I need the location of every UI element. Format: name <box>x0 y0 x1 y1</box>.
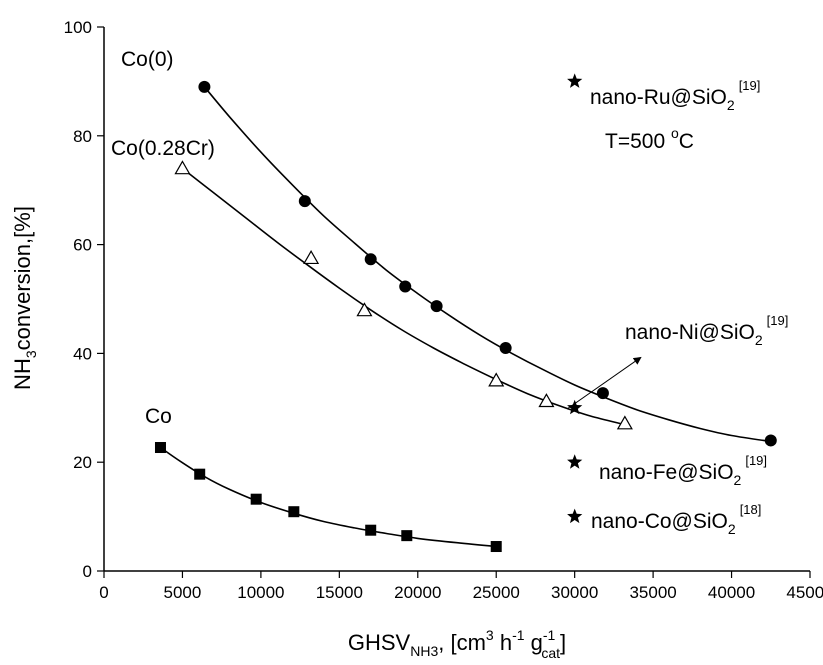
data-point-co-0-28cr <box>303 249 320 265</box>
data-point-nano-fe-sio2 <box>567 454 583 469</box>
x-tick-label: 10000 <box>237 583 284 602</box>
y-tick-label: 40 <box>73 344 92 363</box>
x-tick-label: 35000 <box>629 583 676 602</box>
data-point-co-0 <box>399 280 412 293</box>
x-axis-title-sup-b: -1 <box>512 627 525 643</box>
data-point-co-0-28cr <box>616 415 633 430</box>
ref-label-co-ref: [18] <box>740 502 762 517</box>
x-tick-label: 15000 <box>316 583 363 602</box>
data-point-co-0-28cr <box>488 372 505 387</box>
plot-marks <box>154 73 777 553</box>
data-point-co-0 <box>430 300 443 313</box>
ref-label-ru-ref: [19] <box>739 78 761 93</box>
ref-label-ru-main: nano-Ru@SiO <box>590 86 727 109</box>
x-axis-title-sup-c: -1 <box>543 627 556 643</box>
data-point-nano-ru-sio2 <box>567 73 583 88</box>
x-tick-label: 25000 <box>473 583 520 602</box>
y-tick-label: 100 <box>64 18 92 37</box>
series-label-co0: Co(0) <box>121 48 174 71</box>
temperature-annotation-value: T=500 <box>605 130 671 153</box>
x-axis-title-unit-b: h <box>494 630 512 655</box>
x-tick-label: 20000 <box>394 583 441 602</box>
ref-label-fe: nano-Fe@SiO2[19] <box>599 453 767 488</box>
x-axis-title-sub: NH3 <box>410 643 438 659</box>
data-point-co-0 <box>764 434 777 447</box>
ref-label-ni-sub: 2 <box>755 332 763 348</box>
data-point-co-0 <box>499 341 512 354</box>
ref-label-ni-main: nano-Ni@SiO <box>625 321 755 344</box>
ref-label-ni-ref: [19] <box>767 313 789 328</box>
y-axis-title-rest: conversion,[%] <box>10 206 35 350</box>
data-point-co-0 <box>596 387 609 400</box>
y-axis-title-sub: 3 <box>23 350 39 358</box>
x-axis-title-main: GHSV <box>348 630 411 655</box>
x-tick-label: 0 <box>99 583 108 602</box>
data-point-co-0-28cr <box>538 393 555 408</box>
y-tick-label: 20 <box>73 453 92 472</box>
ref-label-fe-ref: [19] <box>745 453 767 468</box>
ref-label-ru: nano-Ru@SiO2 [19] <box>590 78 760 113</box>
fit-line-co-0-28cr <box>181 167 626 426</box>
x-axis-title-sub-c: cat <box>541 645 560 661</box>
ref-label-fe-sub: 2 <box>734 472 742 488</box>
x-axis-title-unit-c: g <box>525 630 543 655</box>
ni-pointer-arrow <box>566 356 642 410</box>
data-point-nano-ni-sio2 <box>567 399 583 415</box>
temperature-annotation-unit: C <box>679 130 694 153</box>
data-point-co <box>194 468 206 480</box>
temperature-annotation: T=500 oC <box>605 125 694 153</box>
fit-line-co-0 <box>203 86 771 443</box>
ref-label-co-sub: 2 <box>728 521 736 537</box>
ref-label-ni: nano-Ni@SiO2 [19] <box>625 313 788 348</box>
x-axis-title: GHSVNH3, [cm3 h-1 g-1 cat] <box>348 627 566 661</box>
x-tick-label: 40000 <box>708 583 755 602</box>
axis-ticks: 0 5000 10000 15000 20000 25000 30000 35000 40000… <box>64 18 823 602</box>
x-tick-label: 30000 <box>551 583 598 602</box>
y-tick-label: 0 <box>83 562 92 581</box>
data-point-co-0 <box>298 195 311 208</box>
series-label-co: Co <box>145 405 172 428</box>
data-point-co <box>490 541 502 553</box>
ref-label-fe-main: nano-Fe@SiO <box>599 461 734 484</box>
y-tick-label: 60 <box>73 236 92 255</box>
data-point-co-0-28cr <box>356 302 373 317</box>
data-point-co <box>250 493 262 505</box>
ref-label-ru-sub: 2 <box>727 97 735 113</box>
series-label-co028: Co(0.28Cr) <box>111 137 215 160</box>
x-axis-title-unit-a: , [cm <box>438 630 486 655</box>
fit-line-co <box>160 446 497 548</box>
temperature-annotation-degree: o <box>671 125 679 141</box>
data-point-co <box>365 524 377 536</box>
y-axis-title-main: NH <box>10 358 35 390</box>
x-axis-title-unit-d: ] <box>560 630 566 655</box>
data-point-nano-co-sio2 <box>567 508 583 524</box>
data-point-co-0-28cr <box>174 160 191 175</box>
data-point-co-0 <box>364 253 377 266</box>
ref-label-co-main: nano-Co@SiO <box>591 510 728 533</box>
data-point-co <box>154 442 166 454</box>
x-axis-title-sup-a: 3 <box>486 627 494 643</box>
data-point-co-0 <box>198 80 211 93</box>
x-tick-label: 5000 <box>164 583 202 602</box>
y-axis-title: NH3conversion,[%] <box>10 206 39 390</box>
data-point-co <box>401 530 413 542</box>
data-point-co <box>288 506 300 518</box>
ref-label-co: nano-Co@SiO2 [18] <box>591 502 761 537</box>
y-tick-label: 80 <box>73 127 92 146</box>
